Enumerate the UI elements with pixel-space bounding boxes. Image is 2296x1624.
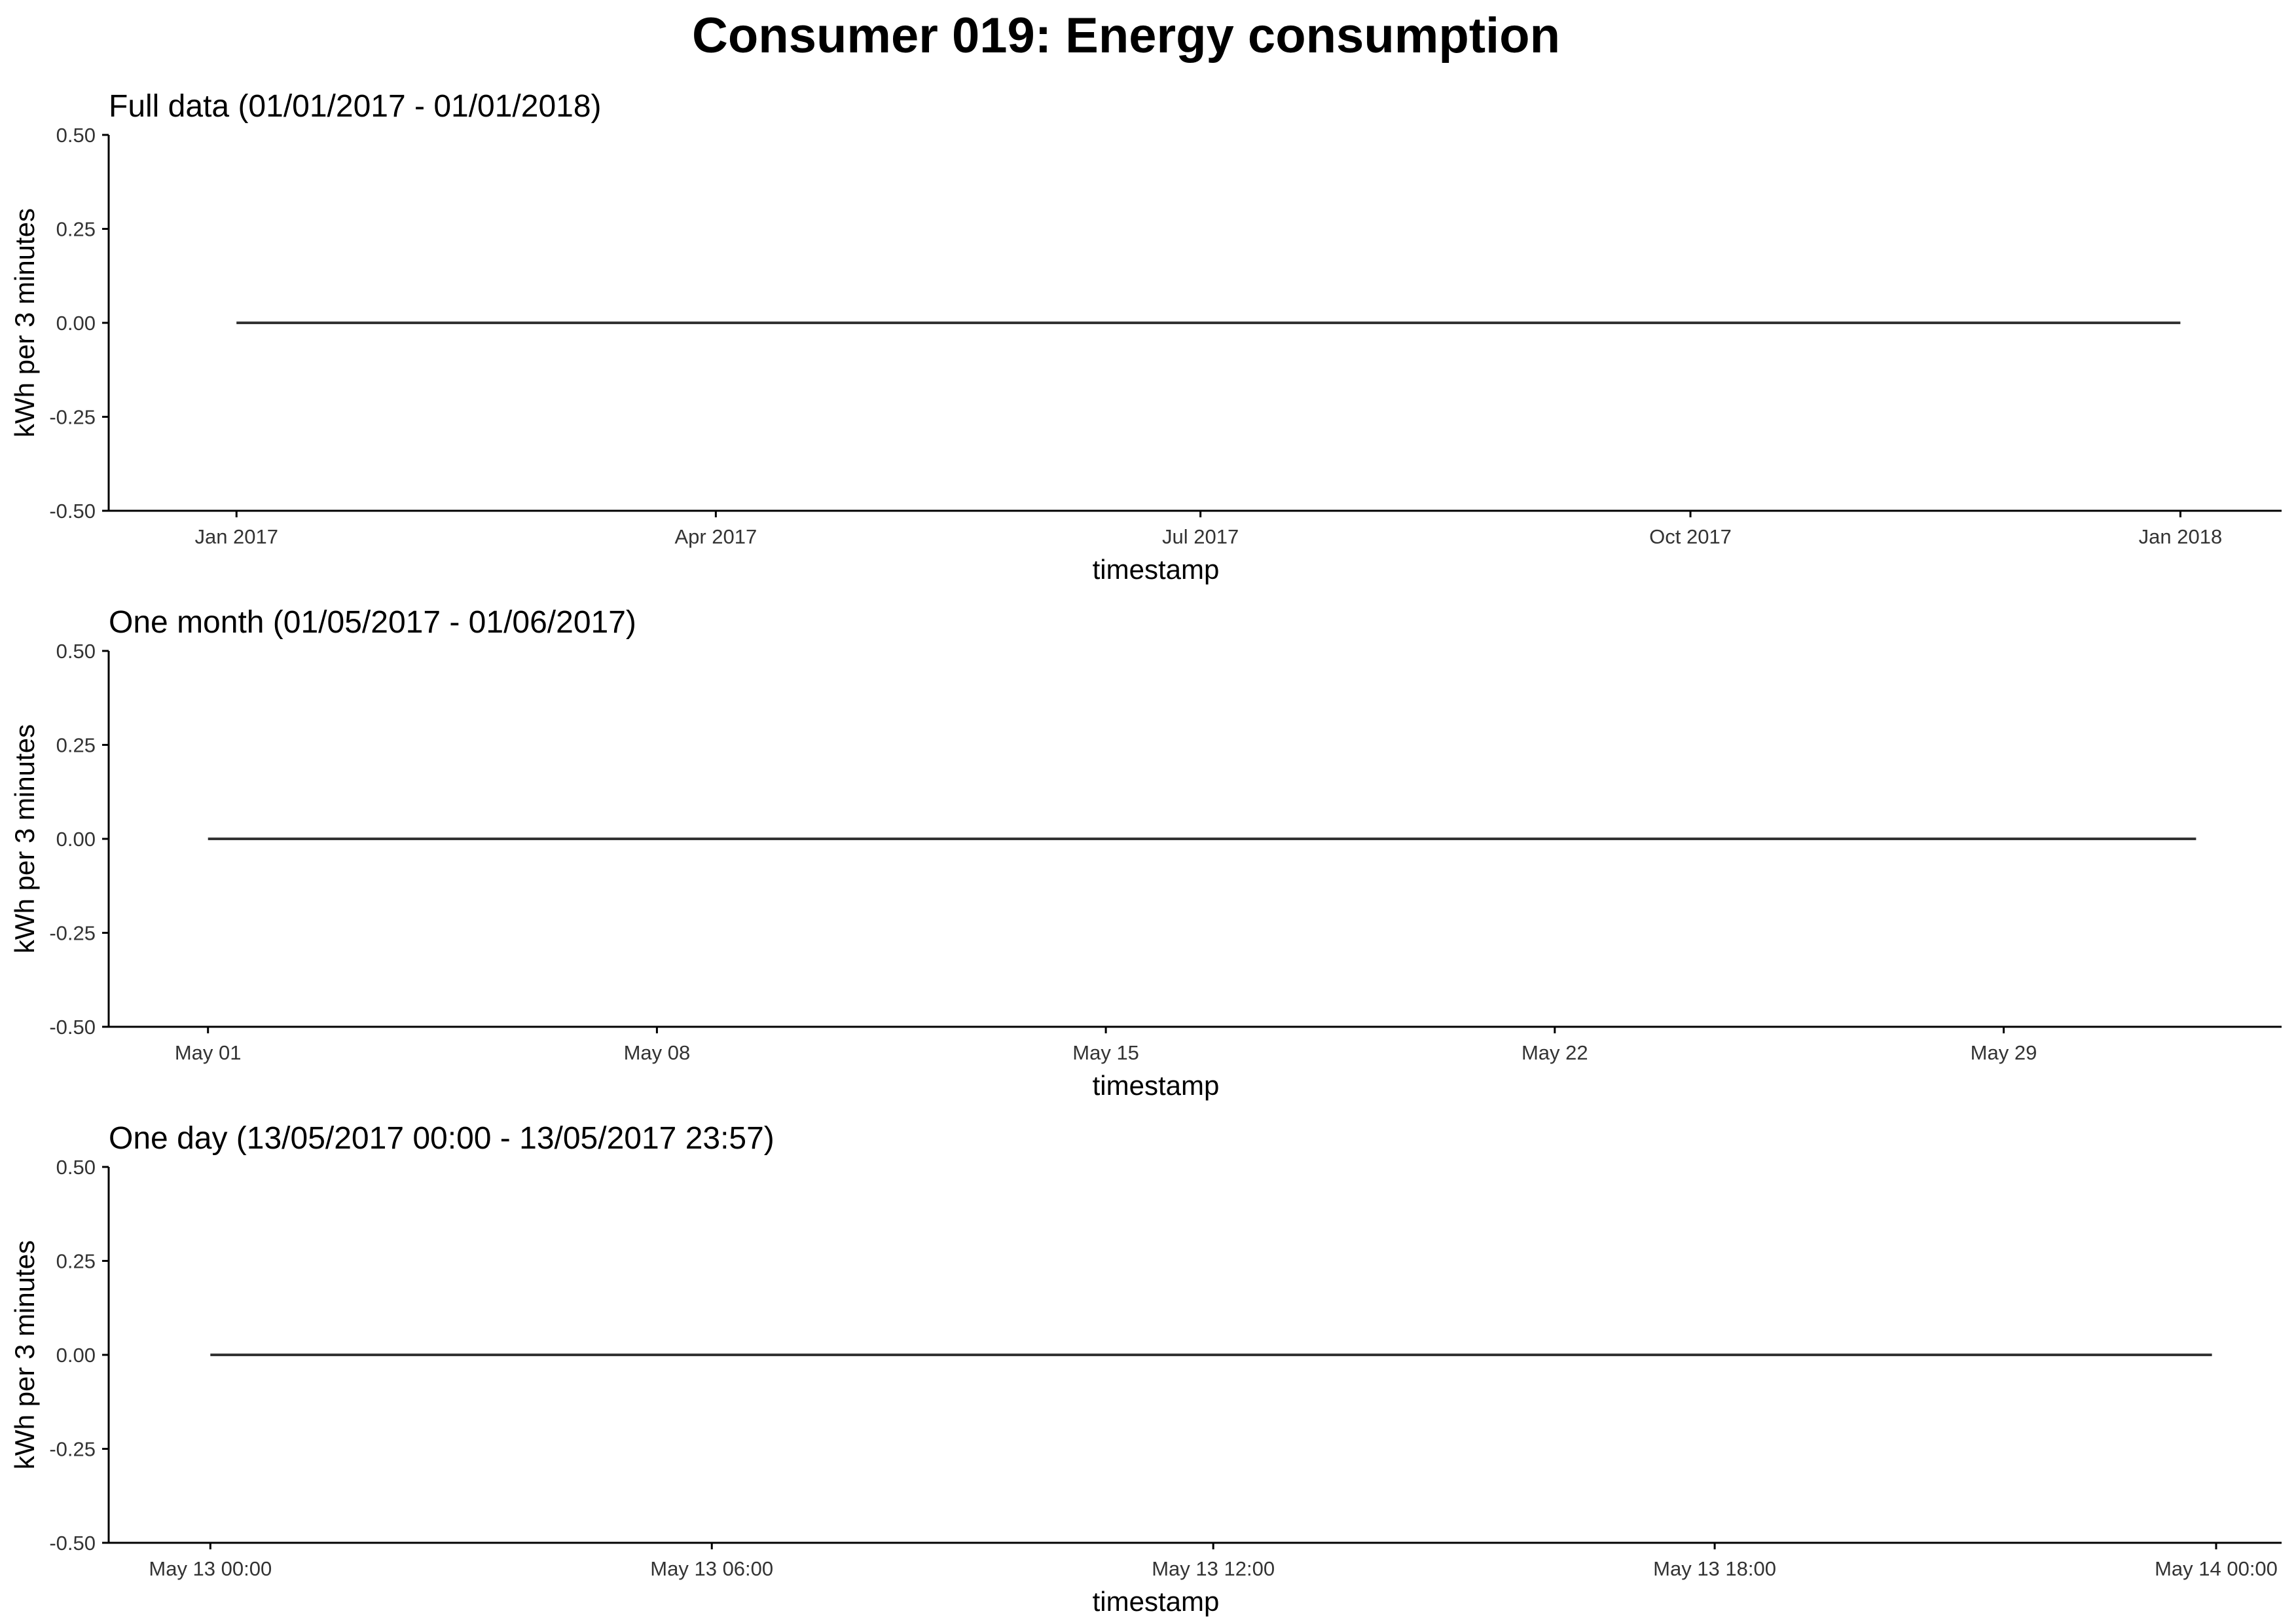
panel-subtitle: Full data (01/01/2017 - 01/01/2018) xyxy=(109,89,602,124)
y-tick-label: 0.50 xyxy=(56,1156,96,1179)
y-tick-label: 0.00 xyxy=(56,828,96,851)
x-tick-label: May 08 xyxy=(624,1041,691,1064)
x-axis-label: timestamp xyxy=(1093,554,1220,585)
y-tick-label: -0.25 xyxy=(49,1438,96,1461)
x-axis-label: timestamp xyxy=(1093,1070,1220,1101)
y-tick-label: -0.50 xyxy=(49,1016,96,1039)
y-tick-label: -0.25 xyxy=(49,406,96,429)
chart-panel-3: One day (13/05/2017 00:00 - 13/05/2017 2… xyxy=(9,1121,2282,1617)
x-tick-label: May 15 xyxy=(1072,1041,1139,1064)
y-tick-label: 0.50 xyxy=(56,640,96,663)
chart-panel-1: Full data (01/01/2017 - 01/01/2018) 0.50 0… xyxy=(9,89,2282,585)
y-tick-label: 0.00 xyxy=(56,1344,96,1367)
x-tick-label: May 22 xyxy=(1522,1041,1588,1064)
y-tick-label: -0.25 xyxy=(49,922,96,945)
x-tick-label: Apr 2017 xyxy=(674,525,757,548)
x-tick-label: May 14 00:00 xyxy=(2155,1557,2278,1580)
x-tick-label: May 01 xyxy=(175,1041,242,1064)
y-axis-label: kWh per 3 minutes xyxy=(9,208,40,437)
x-tick-label: Oct 2017 xyxy=(1649,525,1732,548)
chart-panel-2: One month (01/05/2017 - 01/06/2017) 0.50 0… xyxy=(9,605,2282,1101)
y-tick-label: 0.25 xyxy=(56,734,96,757)
y-tick-label: -0.50 xyxy=(49,500,96,523)
y-tick-label: 0.25 xyxy=(56,1250,96,1273)
x-tick-label: Jan 2017 xyxy=(194,525,278,548)
y-tick-label: 0.25 xyxy=(56,218,96,241)
y-axis-label: kWh per 3 minutes xyxy=(9,1240,40,1469)
x-tick-label: May 13 06:00 xyxy=(650,1557,773,1580)
x-tick-label: Jan 2018 xyxy=(2139,525,2223,548)
x-axis-label: timestamp xyxy=(1093,1586,1220,1617)
panel-subtitle: One month (01/05/2017 - 01/06/2017) xyxy=(109,605,636,640)
x-tick-label: May 29 xyxy=(1971,1041,2037,1064)
figure-title: Consumer 019: Energy consumption xyxy=(692,8,1560,64)
panels: Full data (01/01/2017 - 01/01/2018) 0.50 0… xyxy=(9,89,2282,1617)
x-tick-label: May 13 18:00 xyxy=(1653,1557,1776,1580)
x-tick-label: Jul 2017 xyxy=(1162,525,1239,548)
panel-subtitle: One day (13/05/2017 00:00 - 13/05/2017 2… xyxy=(109,1121,774,1156)
y-axis-label: kWh per 3 minutes xyxy=(9,724,40,953)
y-tick-label: 0.50 xyxy=(56,124,96,147)
y-tick-label: -0.50 xyxy=(49,1532,96,1555)
x-tick-label: May 13 00:00 xyxy=(149,1557,272,1580)
y-tick-label: 0.00 xyxy=(56,312,96,335)
x-tick-label: May 13 12:00 xyxy=(1152,1557,1275,1580)
